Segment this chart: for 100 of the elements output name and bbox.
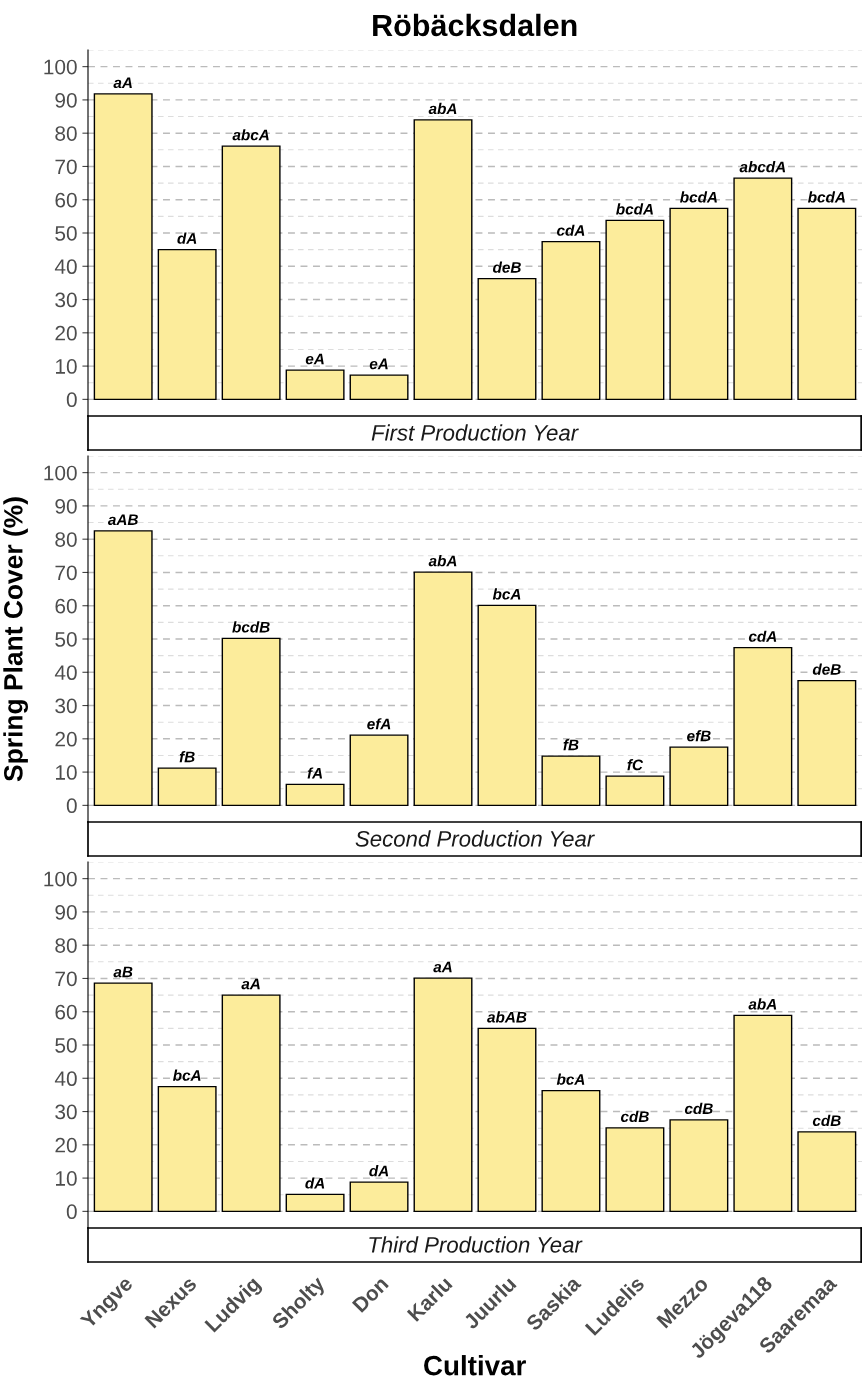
y-tick-label: 80 bbox=[55, 126, 77, 141]
bar bbox=[93, 93, 153, 401]
y-tick-label: 0 bbox=[66, 798, 77, 814]
data-label: bcdB bbox=[232, 621, 270, 633]
data-label: dA bbox=[177, 232, 197, 244]
y-tick-label: 70 bbox=[55, 565, 77, 581]
bar bbox=[349, 1181, 409, 1213]
data-label: aB bbox=[113, 966, 133, 978]
y-tick-label: 80 bbox=[55, 532, 77, 547]
data-label: deB bbox=[812, 663, 841, 675]
data-label: dA bbox=[305, 1177, 325, 1189]
bar bbox=[285, 369, 345, 401]
bar bbox=[285, 783, 345, 807]
x-axis-title: Cultivar bbox=[424, 1355, 526, 1376]
y-tick-label: 50 bbox=[55, 226, 77, 241]
y-tick-label: 20 bbox=[55, 325, 77, 341]
bar bbox=[349, 374, 409, 401]
y-tick-label: 0 bbox=[66, 1204, 77, 1220]
data-label: aA bbox=[433, 961, 452, 973]
bar bbox=[733, 177, 793, 401]
bar bbox=[477, 277, 537, 401]
y-tick-label: 60 bbox=[55, 192, 77, 208]
bar bbox=[541, 1089, 601, 1213]
data-label: aAB bbox=[107, 514, 138, 526]
bar bbox=[285, 1193, 345, 1213]
y-tick-label: 50 bbox=[55, 632, 77, 647]
bar bbox=[669, 207, 729, 401]
bar bbox=[157, 1085, 217, 1213]
data-label: fB bbox=[563, 739, 579, 751]
bar bbox=[93, 982, 153, 1213]
data-label: efB bbox=[687, 730, 711, 742]
data-label: abcdA bbox=[739, 161, 786, 173]
chart-title: Röbäcksdalen bbox=[373, 13, 577, 37]
y-tick-label: 50 bbox=[55, 1038, 77, 1053]
y-tick-label: 90 bbox=[55, 498, 77, 514]
data-label: bcA bbox=[492, 588, 521, 600]
data-label: cdA bbox=[748, 630, 777, 642]
data-label: eA bbox=[305, 353, 324, 365]
bar bbox=[413, 571, 473, 807]
y-tick-label: 0 bbox=[66, 392, 77, 408]
bar bbox=[413, 977, 473, 1213]
y-tick-label: 70 bbox=[55, 971, 77, 987]
data-label: cdB bbox=[684, 1102, 713, 1115]
bar bbox=[605, 1127, 665, 1213]
y-tick-label: 60 bbox=[55, 1004, 77, 1020]
text: Second Production Year bbox=[355, 830, 595, 847]
bar bbox=[541, 755, 601, 807]
y-tick-label: 100 bbox=[44, 59, 77, 75]
bar bbox=[605, 775, 665, 807]
data-label: bcA bbox=[556, 1073, 585, 1085]
data-label: cdB bbox=[620, 1110, 649, 1123]
y-tick-label: 30 bbox=[55, 698, 77, 714]
bar bbox=[221, 637, 281, 807]
bar bbox=[157, 248, 217, 401]
text: Third Production Year bbox=[369, 1236, 583, 1253]
data-label: eA bbox=[369, 358, 388, 370]
bar bbox=[797, 1131, 857, 1213]
y-tick-label: 70 bbox=[55, 159, 77, 175]
data-label: abcA bbox=[232, 129, 269, 141]
data-label: bcA bbox=[172, 1069, 201, 1081]
bar bbox=[221, 145, 281, 401]
bar bbox=[221, 994, 281, 1213]
data-label: fB bbox=[179, 751, 195, 763]
y-tick-label: 10 bbox=[56, 359, 77, 374]
data-label: aA bbox=[113, 77, 132, 89]
bar bbox=[669, 1119, 729, 1213]
y-tick-label: 40 bbox=[54, 259, 77, 275]
bar bbox=[93, 530, 153, 807]
y-tick-label: 80 bbox=[55, 938, 77, 953]
y-tick-label: 10 bbox=[56, 765, 77, 780]
data-label: fC bbox=[627, 759, 644, 771]
bar bbox=[413, 119, 473, 401]
bar bbox=[733, 646, 793, 807]
bar bbox=[541, 240, 601, 401]
y-tick-label: 40 bbox=[54, 1071, 77, 1087]
y-tick-label: 100 bbox=[44, 871, 77, 887]
y-tick-label: 60 bbox=[55, 598, 77, 614]
data-label: bcdA bbox=[807, 191, 845, 203]
data-label: cdA bbox=[556, 224, 585, 236]
data-label: abA bbox=[428, 102, 457, 115]
y-tick-label: 90 bbox=[55, 92, 77, 108]
y-tick-label: 10 bbox=[56, 1171, 77, 1186]
data-label: bcdA bbox=[680, 191, 717, 203]
data-label: abAB bbox=[487, 1011, 527, 1023]
data-label: fA bbox=[307, 767, 323, 779]
bar bbox=[669, 746, 729, 807]
data-label: abA bbox=[748, 998, 777, 1010]
y-tick-label: 90 bbox=[55, 904, 77, 920]
bar bbox=[797, 679, 857, 807]
data-label: dA bbox=[369, 1165, 389, 1177]
y-tick-label: 20 bbox=[55, 731, 77, 747]
data-label: abA bbox=[428, 555, 457, 567]
bar bbox=[349, 734, 409, 807]
bar bbox=[477, 604, 537, 807]
bar bbox=[605, 219, 665, 401]
y-axis-title: Spring Plant Cover (%) bbox=[3, 497, 28, 782]
bar bbox=[157, 767, 217, 807]
bar bbox=[797, 207, 857, 401]
y-tick-label: 40 bbox=[54, 665, 77, 681]
y-tick-label: 30 bbox=[55, 292, 77, 308]
